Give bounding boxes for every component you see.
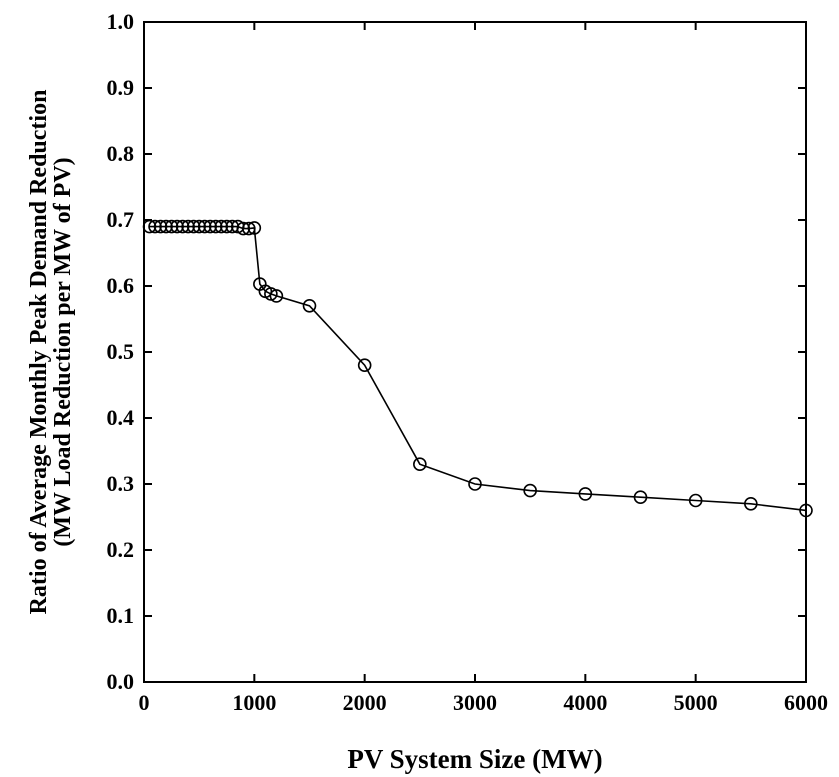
data-point [214,219,229,234]
data-point [175,219,190,234]
series-markers [142,219,813,518]
x-tick-label: 2000 [343,690,387,715]
data-point [269,289,284,303]
y-tick-label: 0.0 [107,669,135,694]
series-line [149,225,807,512]
data-point [242,221,256,236]
data-point [192,219,206,234]
data-point [744,496,758,511]
data-point [186,219,201,234]
x-tick-label: 6000 [784,690,828,715]
data-point [219,219,234,234]
data-point [578,487,593,501]
data-point [357,358,372,373]
plot-area-frame [143,21,807,683]
y-axis-title-line-1: Ratio of Average Monthly Peak Demand Red… [26,90,52,615]
data-point [142,219,157,234]
data-point [181,219,195,234]
x-tick-labels: 0 1000 2000 3000 4000 5000 6000 [139,690,829,715]
y-axis-title: Ratio of Average Monthly Peak Demand Red… [26,90,76,615]
data-point [799,503,813,518]
data-point [197,219,212,234]
data-point [153,219,168,234]
x-tick-label: 3000 [453,690,497,715]
data-point [468,477,482,491]
data-point [203,219,217,234]
y-tick-label: 0.5 [107,339,135,364]
axis-ticks [143,21,807,683]
x-tick-label: 0 [139,690,150,715]
data-point [688,493,703,508]
data-point [170,219,184,234]
y-tick-label: 0.2 [107,537,135,562]
x-axis-title: PV System Size (MW) [347,744,602,774]
data-point [164,219,179,234]
y-tick-label: 0.6 [107,273,135,298]
data-point [264,287,278,301]
data-point [208,219,223,234]
data-point [633,490,648,505]
data-point [247,221,262,235]
data-point [413,457,427,472]
y-tick-labels: 0.0 0.1 0.2 0.3 0.4 0.5 0.6 0.7 0.8 0.9 1.0 [107,9,135,694]
data-point [523,483,537,498]
y-tick-label: 0.3 [107,471,135,496]
y-tick-label: 0.8 [107,141,135,166]
y-axis-title-line-2: (MW Load Reduction per MW of PV) [50,157,76,546]
data-point [148,219,162,234]
data-point [236,221,251,236]
x-tick-label: 5000 [674,690,718,715]
y-tick-label: 1.0 [107,9,135,34]
data-point [159,219,173,234]
y-tick-label: 0.4 [107,405,135,430]
y-tick-label: 0.9 [107,75,135,100]
y-tick-label: 0.1 [107,603,135,628]
data-point [302,298,317,313]
x-tick-label: 1000 [232,690,276,715]
x-tick-label: 4000 [563,690,607,715]
y-tick-label: 0.7 [107,207,135,232]
